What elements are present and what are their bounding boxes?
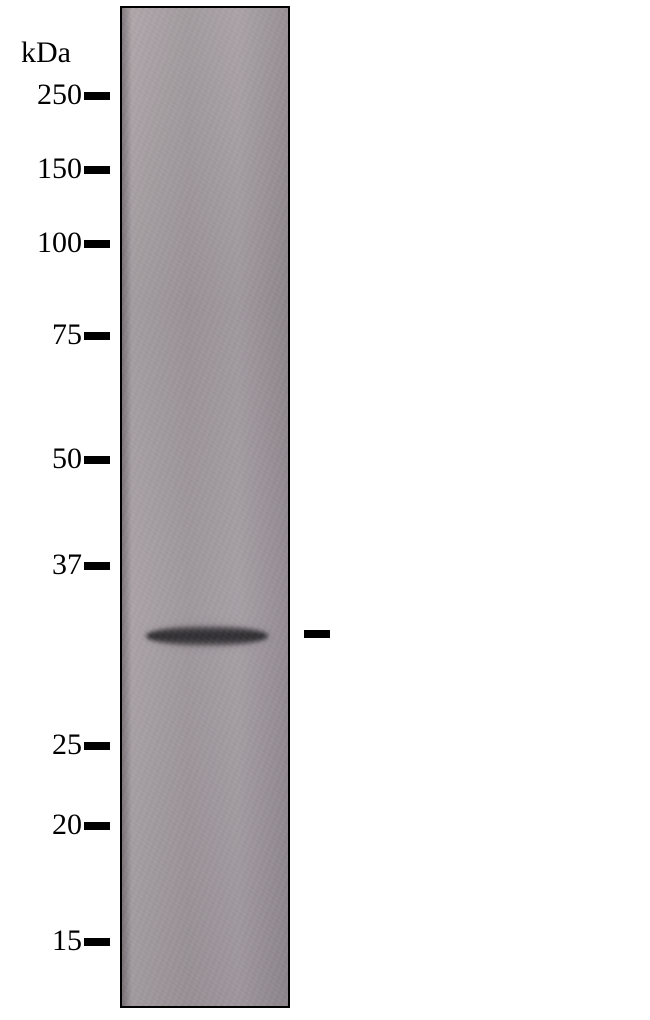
ladder-tick-37	[84, 562, 110, 570]
ladder-tick-75	[84, 332, 110, 340]
ladder-label-75: 75	[12, 318, 82, 352]
blot-noise	[122, 8, 288, 1006]
blot-lane-frame	[120, 6, 290, 1008]
ladder-label-37: 37	[12, 548, 82, 582]
axis-unit-label: kDa	[21, 36, 71, 70]
ladder-label-50: 50	[12, 442, 82, 476]
western-blot-figure: kDa 250 150 100 75 50 37 25 20 15	[0, 0, 650, 1020]
ladder-label-250: 250	[12, 78, 82, 112]
ladder-tick-25	[84, 742, 110, 750]
ladder-label-100: 100	[12, 226, 82, 260]
ladder-label-25: 25	[12, 728, 82, 762]
ladder-tick-15	[84, 938, 110, 946]
ladder-tick-150	[84, 166, 110, 174]
ladder-label-150: 150	[12, 152, 82, 186]
ladder-tick-100	[84, 240, 110, 248]
target-band-indicator	[304, 630, 330, 638]
ladder-label-20: 20	[12, 808, 82, 842]
ladder-label-15: 15	[12, 924, 82, 958]
ladder-tick-50	[84, 456, 110, 464]
blot-lane-image	[122, 8, 288, 1006]
ladder-tick-250	[84, 92, 110, 100]
ladder-tick-20	[84, 822, 110, 830]
